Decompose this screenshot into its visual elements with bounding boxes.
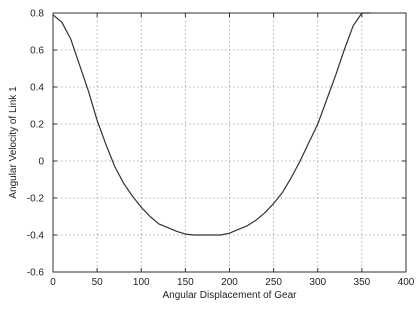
axis-ticks: 0 50 100 150 200 250 300 350 400 -0.6 -0.4 -0.2 0 0.2… [27, 9, 415, 289]
grid-lines [53, 13, 406, 272]
x-tick-label: 50 [92, 277, 104, 288]
x-tick-label: 0 [50, 277, 56, 288]
y-tick-label: -0.4 [27, 231, 45, 242]
y-tick-label: 0.8 [30, 9, 44, 20]
y-tick-label: -0.6 [27, 268, 45, 279]
y-tick-label: 0.2 [30, 120, 44, 131]
x-tick-label: 400 [398, 277, 415, 288]
y-tick-label: 0 [38, 157, 44, 168]
y-tick-label: 0.4 [30, 83, 44, 94]
x-axis-title: Angular Displacement of Gear [163, 290, 298, 301]
x-tick-label: 200 [221, 277, 238, 288]
y-axis-title: Angular Velocity of Link 1 [8, 86, 19, 199]
y-tick-label: 0.6 [30, 46, 44, 57]
x-tick-label: 250 [265, 277, 282, 288]
series-line [52, 12, 371, 236]
x-tick-label: 100 [133, 277, 150, 288]
x-tick-label: 350 [354, 277, 371, 288]
series-layer [52, 12, 371, 236]
x-tick-label: 300 [309, 277, 326, 288]
x-tick-label: 150 [177, 277, 194, 288]
y-tick-label: -0.2 [27, 194, 45, 205]
